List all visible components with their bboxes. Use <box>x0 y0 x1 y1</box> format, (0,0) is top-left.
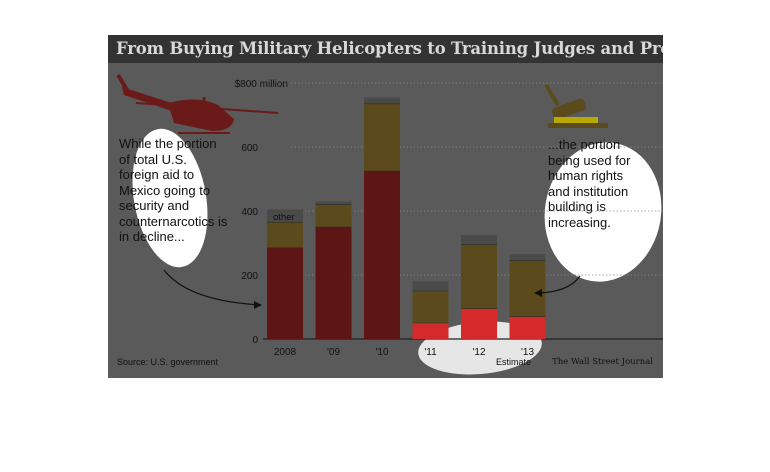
x-tick-label: 2008 <box>274 347 297 358</box>
title-bar: From Buying Military Helicopters to Trai… <box>108 35 663 63</box>
bar-security <box>412 323 449 339</box>
x-tick-label: '13 <box>521 347 534 358</box>
right-annotation: ...the portion being used for human righ… <box>548 137 631 230</box>
right-arrow-head <box>534 289 542 297</box>
estimate-label: Estimate <box>496 357 532 367</box>
chart-figure: From Buying Military Helicopters to Trai… <box>108 35 663 378</box>
bar-other <box>315 201 352 205</box>
left-arrow <box>163 269 262 306</box>
bar-security <box>461 308 497 339</box>
chart-plot: 0 200 400 600 $800 million 2008 '09 '10 '11 '12 '… <box>116 73 663 375</box>
x-tick-label: '09 <box>327 347 340 358</box>
bar-institution <box>315 204 352 227</box>
y-tick-label: 200 <box>241 271 258 282</box>
y-tick-label: 0 <box>252 335 258 346</box>
right-note-highlight <box>544 142 662 282</box>
bar-security <box>315 227 352 339</box>
bar-institution <box>509 260 546 317</box>
bar-security <box>364 171 400 339</box>
y-tick-label: $800 million <box>235 79 288 90</box>
credit-note: The Wall Street Journal <box>552 357 653 367</box>
bar-other <box>364 97 400 104</box>
bar-other <box>509 254 546 261</box>
source-note: Source: U.S. government <box>117 357 219 367</box>
x-tick-label: '10 <box>375 347 388 358</box>
helicopter-icon <box>116 73 279 134</box>
x-tick-label: '12 <box>472 347 485 358</box>
gavel-icon <box>544 83 608 128</box>
bar-other <box>461 235 497 245</box>
other-label: other <box>273 212 295 223</box>
bar-institution <box>267 222 303 248</box>
bar-institution <box>364 103 400 171</box>
bar-security <box>509 316 546 339</box>
bar-other <box>267 209 303 223</box>
left-annotation: While the portion of total U.S. foreign … <box>119 136 228 244</box>
y-tick-label: 600 <box>241 143 258 154</box>
left-arrow-head <box>254 301 262 309</box>
x-tick-labels: 2008 '09 '10 '11 '12 '13 <box>274 347 535 358</box>
chart-title: From Buying Military Helicopters to Trai… <box>116 39 663 58</box>
bars <box>267 97 546 339</box>
y-tick-label: 400 <box>241 207 258 218</box>
bar-security <box>267 247 303 339</box>
left-note-highlight <box>132 128 208 268</box>
x-tick-label: '11 <box>424 347 437 358</box>
bar-other <box>412 281 449 291</box>
bar-institution <box>412 291 449 323</box>
bar-institution <box>461 244 497 309</box>
